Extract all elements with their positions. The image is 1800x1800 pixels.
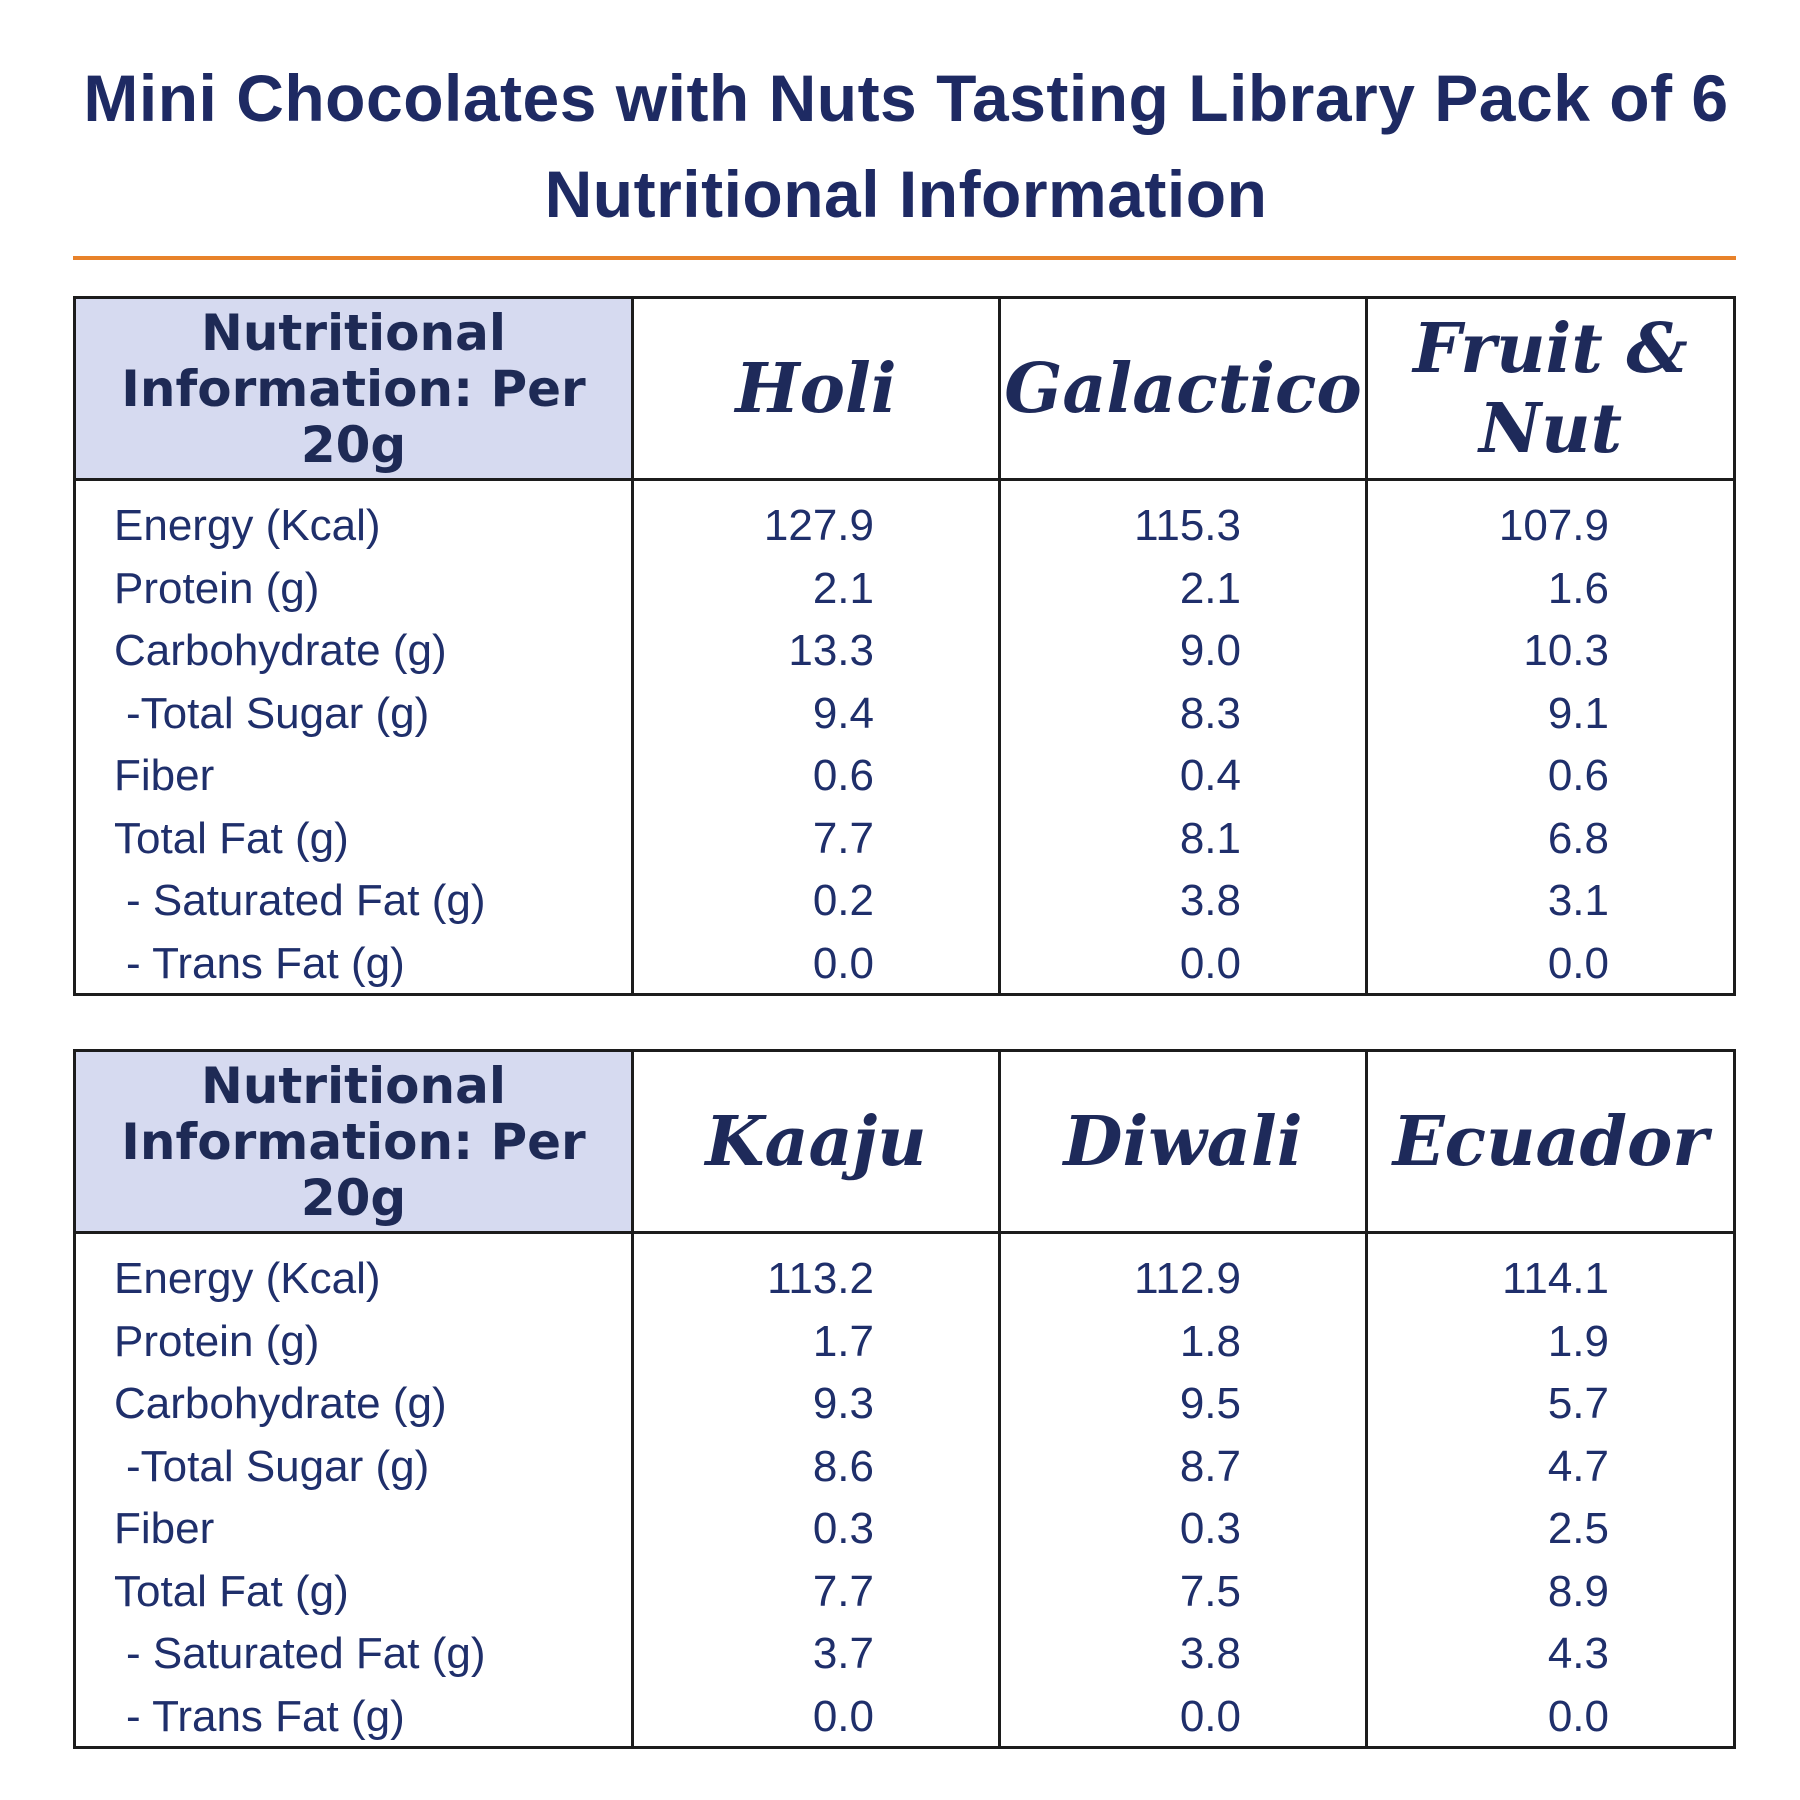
nutrient-value: 0.6 <box>812 751 874 800</box>
nutrient-label-column: Energy (Kcal) Protein (g) Carbohydrate (g)… <box>76 1234 634 1748</box>
nutrient-value: 8.3 <box>1179 688 1241 738</box>
nutrient-label: Total Fat (g) <box>114 813 349 863</box>
nutrient-value: 112.9 <box>1134 1254 1241 1303</box>
product-values-column: 107.9 1.6 10.3 9.1 0.6 6.8 3.1 0.0 <box>1368 481 1733 995</box>
product-name-header: Ecuador <box>1368 1052 1733 1234</box>
product-values-column: 114.1 1.9 5.7 4.7 2.5 8.9 4.3 0.0 <box>1368 1234 1733 1748</box>
product-name-header: Diwali <box>1001 1052 1368 1234</box>
nutrient-value: 107.9 <box>1498 501 1609 550</box>
product-name-header: Holi <box>634 299 1001 481</box>
nutrient-value: 0.0 <box>1179 1691 1241 1741</box>
product-values-column: 115.3 2.1 9.0 8.3 0.4 8.1 3.8 0.0 <box>1001 481 1368 995</box>
nutrient-label: -Total Sugar (g) <box>126 688 430 738</box>
nutrient-label-column: Energy (Kcal) Protein (g) Carbohydrate (g)… <box>76 481 634 995</box>
product-name-header: Galactico <box>1001 299 1368 481</box>
nutrient-value: 13.3 <box>788 626 874 675</box>
nutrient-value: 6.8 <box>1547 813 1609 863</box>
nutrient-value: 0.4 <box>1179 751 1241 800</box>
nutrient-value: 115.3 <box>1134 501 1241 550</box>
nutrient-label: Protein (g) <box>114 563 320 613</box>
nutrient-value: 8.9 <box>1547 1566 1609 1616</box>
nutrient-value: 9.0 <box>1179 626 1241 675</box>
nutrient-label: Energy (Kcal) <box>114 501 381 550</box>
nutrient-value: 0.6 <box>1547 751 1609 800</box>
nutrient-label: - Saturated Fat (g) <box>126 876 486 925</box>
nutrition-table-1: Nutritional Information: Per 20g Holi Gala… <box>73 296 1736 996</box>
page-title: Mini Chocolates with Nuts Tasting Librar… <box>0 50 1800 242</box>
nutrient-value: 4.7 <box>1547 1441 1609 1491</box>
product-values-column: 113.2 1.7 9.3 8.6 0.3 7.7 3.7 0.0 <box>634 1234 1001 1748</box>
nutrient-value: 0.0 <box>1547 938 1609 988</box>
nutrient-value: 0.3 <box>1179 1504 1241 1553</box>
nutrient-label: Protein (g) <box>114 1316 320 1366</box>
nutrient-value: 0.3 <box>812 1504 874 1553</box>
nutrient-value: 0.0 <box>812 938 874 988</box>
nutrient-value: 8.6 <box>812 1441 874 1491</box>
product-values-column: 127.9 2.1 13.3 9.4 0.6 7.7 0.2 0.0 <box>634 481 1001 995</box>
nutrient-value: 9.4 <box>812 688 874 738</box>
nutrient-label: - Trans Fat (g) <box>126 1691 405 1741</box>
product-name-header: Kaaju <box>634 1052 1001 1234</box>
nutrient-value: 4.3 <box>1547 1629 1609 1678</box>
nutrient-value: 1.9 <box>1547 1316 1609 1366</box>
nutrient-label: Carbohydrate (g) <box>114 626 447 675</box>
nutrient-value: 3.7 <box>812 1629 874 1678</box>
nutrient-label: Total Fat (g) <box>114 1566 349 1616</box>
nutrient-value: 7.5 <box>1179 1566 1241 1616</box>
nutrient-value: 2.5 <box>1547 1504 1609 1553</box>
title-line-2: Nutritional Information <box>544 157 1268 231</box>
nutrient-label: Carbohydrate (g) <box>114 1379 447 1428</box>
nutrient-value: 127.9 <box>763 501 874 550</box>
title-line-1: Mini Chocolates with Nuts Tasting Librar… <box>83 61 1729 135</box>
nutrient-label: -Total Sugar (g) <box>126 1441 430 1491</box>
nutrient-value: 1.7 <box>812 1316 874 1366</box>
title-divider <box>73 256 1736 260</box>
nutrition-table-2: Nutritional Information: Per 20g Kaaju Diw… <box>73 1049 1736 1749</box>
nutrition-header-label: Nutritional Information: Per 20g <box>76 299 634 481</box>
nutrient-label: - Saturated Fat (g) <box>126 1629 486 1678</box>
nutrient-value: 10.3 <box>1523 626 1609 675</box>
nutrient-value: 1.6 <box>1547 563 1609 613</box>
nutrition-header-label: Nutritional Information: Per 20g <box>76 1052 634 1234</box>
nutrient-value: 1.8 <box>1179 1316 1241 1366</box>
nutrient-value: 9.3 <box>812 1379 874 1428</box>
nutrient-value: 114.1 <box>1502 1254 1609 1303</box>
nutrient-value: 0.2 <box>812 876 874 925</box>
nutrient-value: 7.7 <box>812 813 874 863</box>
nutrient-value: 9.5 <box>1179 1379 1241 1428</box>
nutrient-value: 0.0 <box>812 1691 874 1741</box>
nutrient-value: 0.0 <box>1179 938 1241 988</box>
product-name-header: Fruit & Nut <box>1368 299 1733 481</box>
nutrient-label: Energy (Kcal) <box>114 1254 381 1303</box>
nutrient-label: Fiber <box>114 1504 215 1553</box>
nutrient-label: Fiber <box>114 751 215 800</box>
nutrient-value: 3.8 <box>1179 876 1241 925</box>
nutrient-value: 7.7 <box>812 1566 874 1616</box>
nutrient-value: 3.1 <box>1547 876 1609 925</box>
nutrient-value: 8.1 <box>1179 813 1241 863</box>
nutrient-value: 2.1 <box>812 563 874 613</box>
nutrient-value: 0.0 <box>1547 1691 1609 1741</box>
nutrient-value: 3.8 <box>1179 1629 1241 1678</box>
nutrient-value: 2.1 <box>1179 563 1241 613</box>
nutrient-value: 5.7 <box>1547 1379 1609 1428</box>
nutrient-value: 113.2 <box>767 1254 874 1303</box>
nutrient-label: - Trans Fat (g) <box>126 938 405 988</box>
nutrient-value: 8.7 <box>1179 1441 1241 1491</box>
nutrient-value: 9.1 <box>1547 688 1609 738</box>
product-values-column: 112.9 1.8 9.5 8.7 0.3 7.5 3.8 0.0 <box>1001 1234 1368 1748</box>
